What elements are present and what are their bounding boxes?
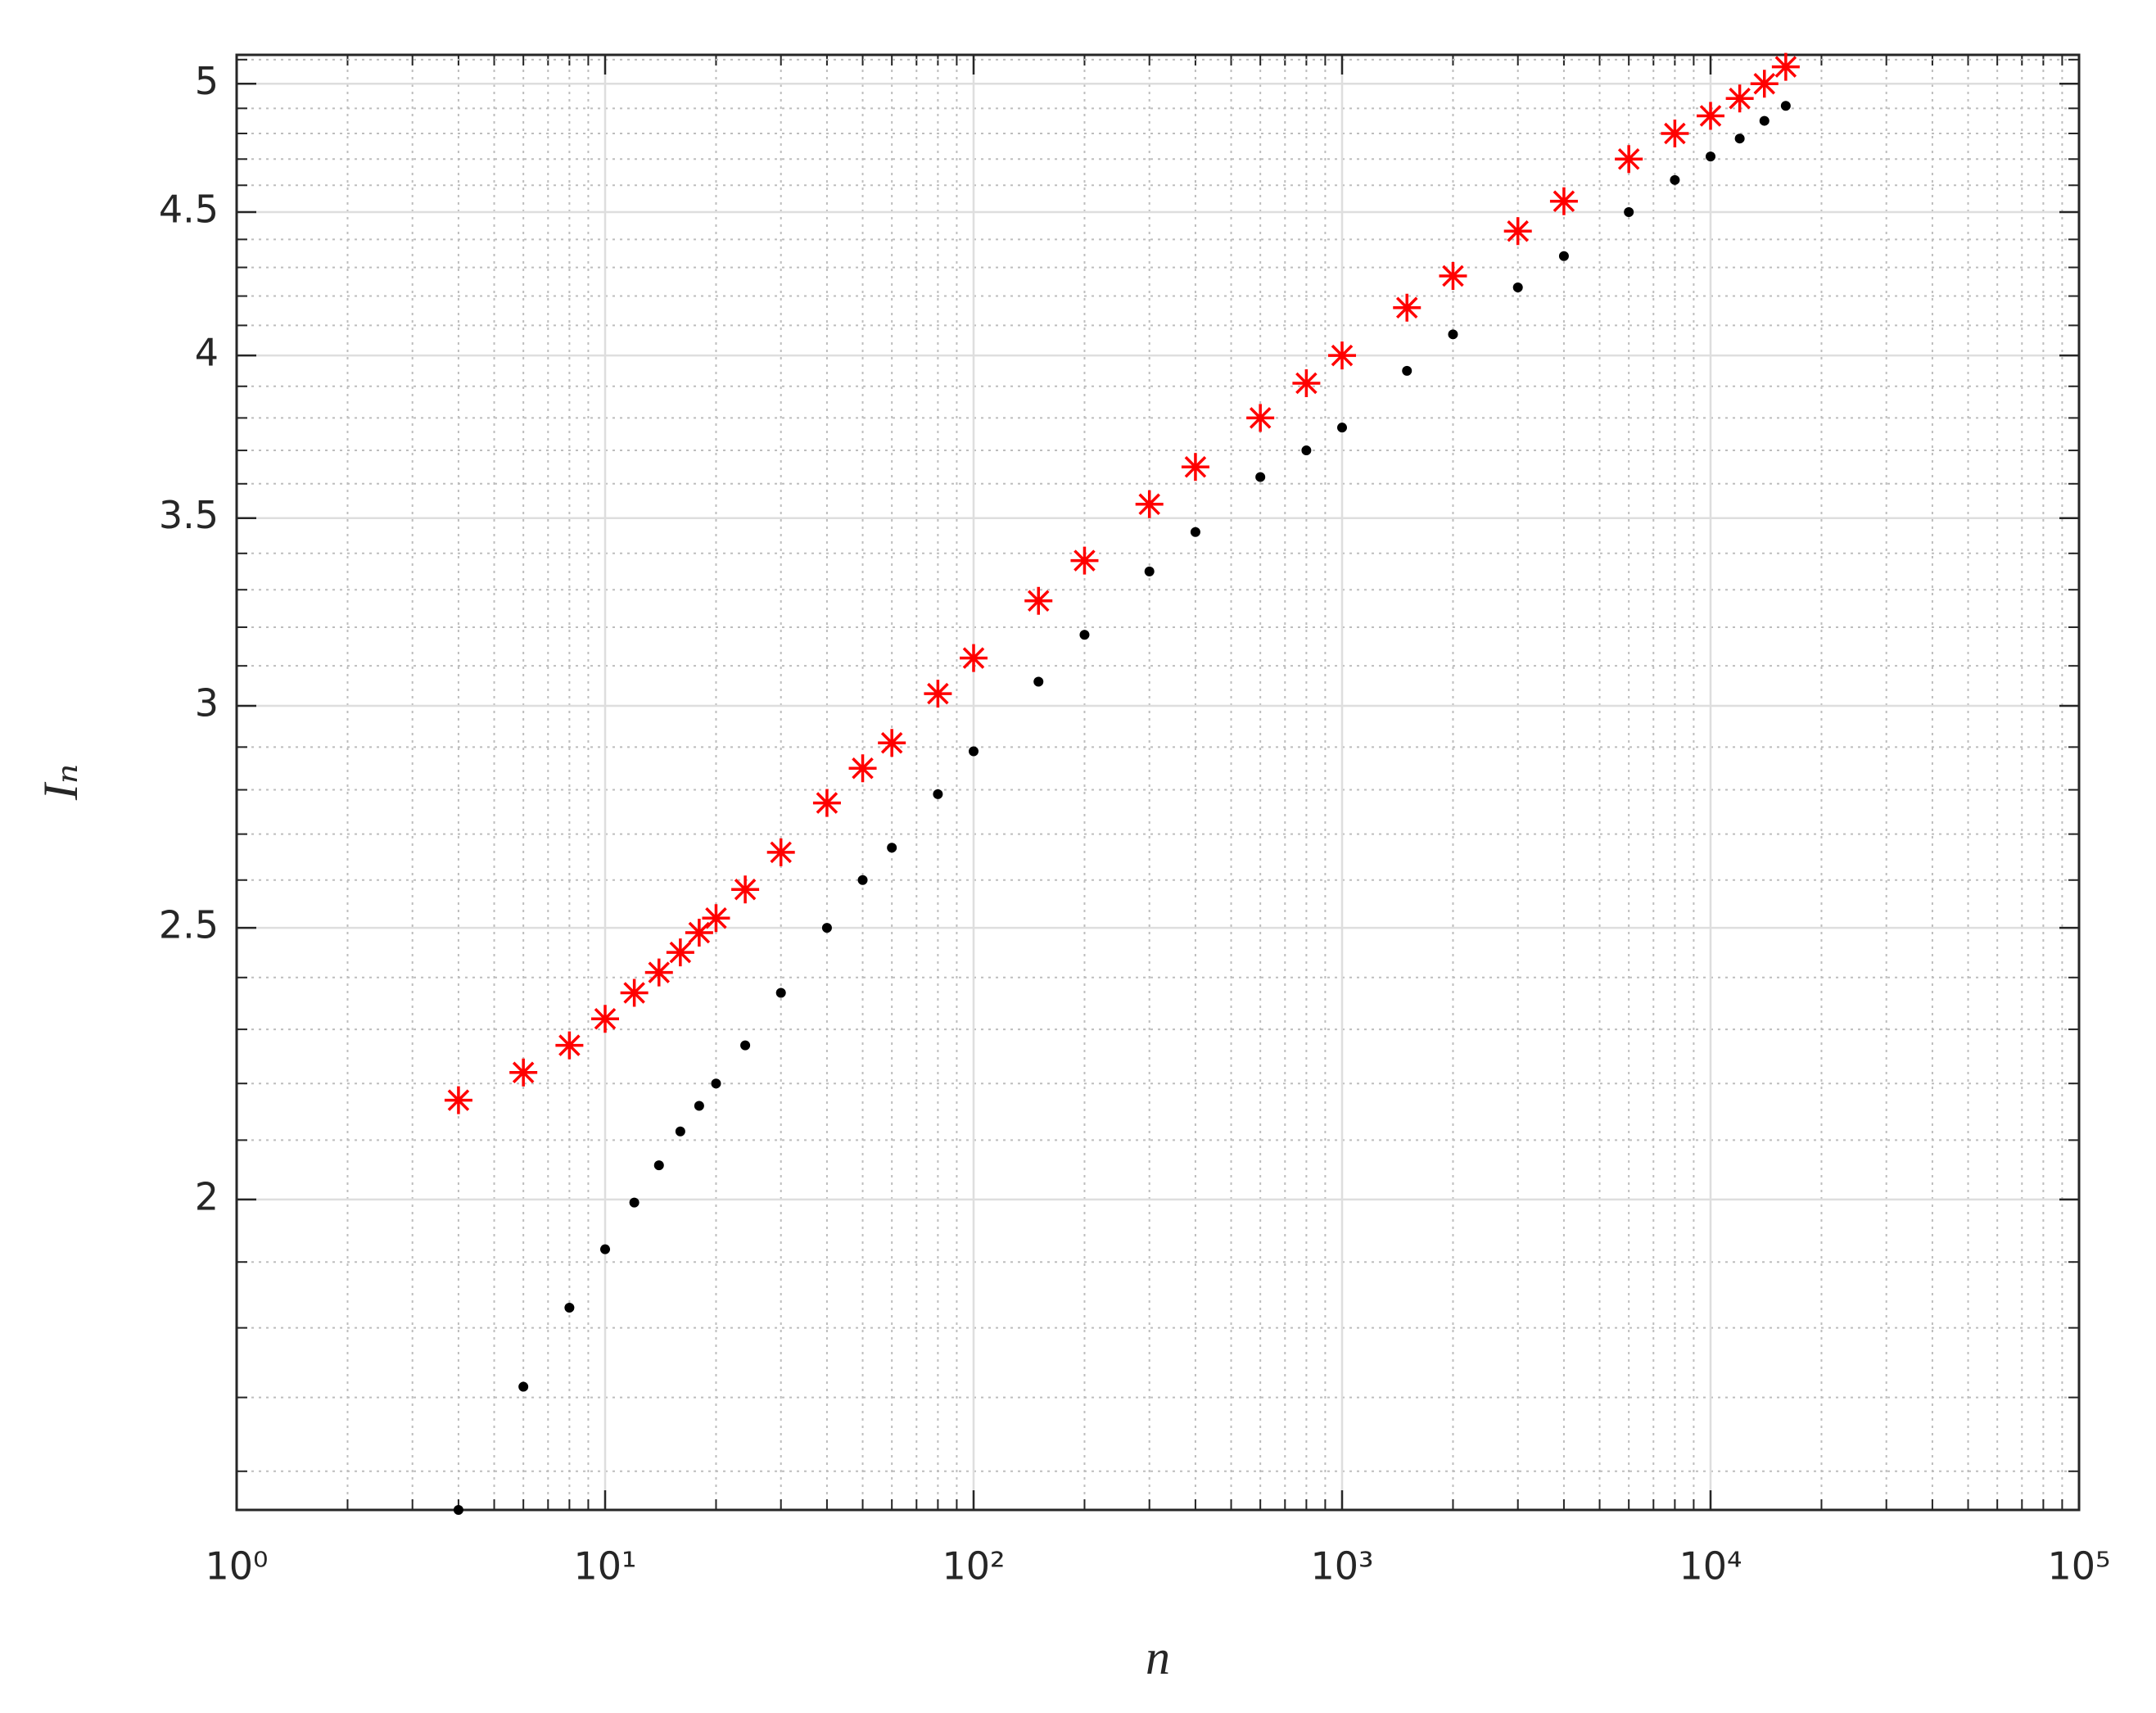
- asterisk-marker: [591, 1005, 619, 1033]
- dot-marker: [1780, 101, 1791, 111]
- dot-marker: [711, 1078, 721, 1089]
- dot-marker: [1512, 282, 1523, 292]
- x-tick-label: 10³: [1311, 1544, 1374, 1589]
- asterisk-marker: [960, 644, 988, 672]
- y-tick-label: 4.5: [159, 187, 219, 231]
- dot-marker: [600, 1244, 610, 1254]
- asterisk-marker: [1771, 52, 1800, 81]
- asterisk-marker: [644, 958, 673, 987]
- dot-marker: [1301, 445, 1312, 456]
- x-tick-label: 10²: [942, 1544, 1006, 1589]
- dot-marker: [1402, 365, 1412, 376]
- y-tick-label: 5: [195, 59, 219, 103]
- y-tick-label: 3.5: [159, 493, 219, 537]
- asterisk-marker: [1024, 586, 1053, 615]
- dot-marker: [740, 1040, 751, 1051]
- x-tick-label: 10¹: [574, 1544, 637, 1589]
- asterisk-marker: [1292, 368, 1321, 397]
- dot-marker: [694, 1101, 704, 1111]
- dot-marker: [1190, 527, 1200, 537]
- y-tick-label: 4: [195, 331, 219, 375]
- asterisk-marker: [1661, 119, 1689, 147]
- x-tick-label: 10⁴: [1679, 1544, 1742, 1589]
- dot-marker: [775, 988, 786, 998]
- asterisk-marker: [1246, 404, 1275, 432]
- asterisk-marker: [1135, 490, 1164, 518]
- asterisk-marker: [1697, 102, 1724, 130]
- dot-marker: [653, 1160, 664, 1171]
- dot-marker: [821, 923, 832, 933]
- dot-marker: [564, 1303, 575, 1313]
- asterisk-marker: [1181, 453, 1209, 481]
- asterisk-marker: [1615, 145, 1643, 174]
- asterisk-marker: [620, 979, 649, 1007]
- asterisk-marker: [731, 875, 760, 904]
- asterisk-marker: [685, 919, 713, 947]
- dot-marker: [1759, 115, 1770, 126]
- y-tick-label: 3: [195, 680, 219, 725]
- dot-marker: [969, 746, 979, 757]
- dot-marker: [518, 1381, 529, 1392]
- plot-frame: [235, 53, 2081, 1512]
- asterisk-marker: [1750, 70, 1779, 98]
- dot-marker: [1448, 329, 1458, 340]
- dot-marker: [933, 789, 943, 799]
- dot-marker: [1706, 151, 1715, 162]
- y-tick-label: 2.5: [159, 903, 219, 947]
- dot-marker: [629, 1197, 640, 1208]
- dot-marker: [1558, 251, 1569, 261]
- asterisk-marker: [878, 729, 906, 757]
- asterisk-marker: [1549, 187, 1578, 215]
- asterisk-marker: [924, 680, 952, 708]
- y-tick-label: 2: [195, 1174, 219, 1218]
- dot-marker: [887, 843, 897, 853]
- asterisk-marker: [444, 1086, 472, 1114]
- x-tick-label: 10⁰: [206, 1544, 269, 1589]
- dot-marker: [1144, 566, 1155, 576]
- asterisk-marker: [702, 904, 730, 933]
- asterisk-marker: [766, 838, 795, 866]
- dot-marker: [1033, 676, 1044, 687]
- dot-marker: [453, 1505, 463, 1515]
- asterisk-marker: [1503, 217, 1532, 246]
- dot-marker: [1734, 133, 1745, 144]
- asterisk-marker: [1393, 293, 1422, 322]
- x-axis-label: n: [1146, 1630, 1170, 1684]
- x-tick-label: 10⁵: [2048, 1544, 2111, 1589]
- asterisk-marker: [666, 938, 694, 967]
- asterisk-marker: [848, 754, 877, 783]
- asterisk-marker: [1328, 341, 1356, 370]
- dot-marker: [675, 1126, 685, 1137]
- dot-marker: [1337, 423, 1347, 433]
- dot-marker: [1079, 630, 1090, 640]
- asterisk-marker: [1725, 84, 1754, 113]
- dot-marker: [1624, 206, 1634, 217]
- dot-marker: [857, 875, 868, 885]
- y-axis-label: Iₙ: [34, 764, 88, 801]
- asterisk-marker: [812, 789, 841, 817]
- dot-marker: [1255, 472, 1266, 482]
- asterisk-marker: [1439, 261, 1467, 290]
- asterisk-marker: [1070, 546, 1099, 575]
- dot-marker: [1670, 174, 1680, 185]
- asterisk-marker: [509, 1058, 538, 1087]
- asterisk-marker: [555, 1031, 584, 1060]
